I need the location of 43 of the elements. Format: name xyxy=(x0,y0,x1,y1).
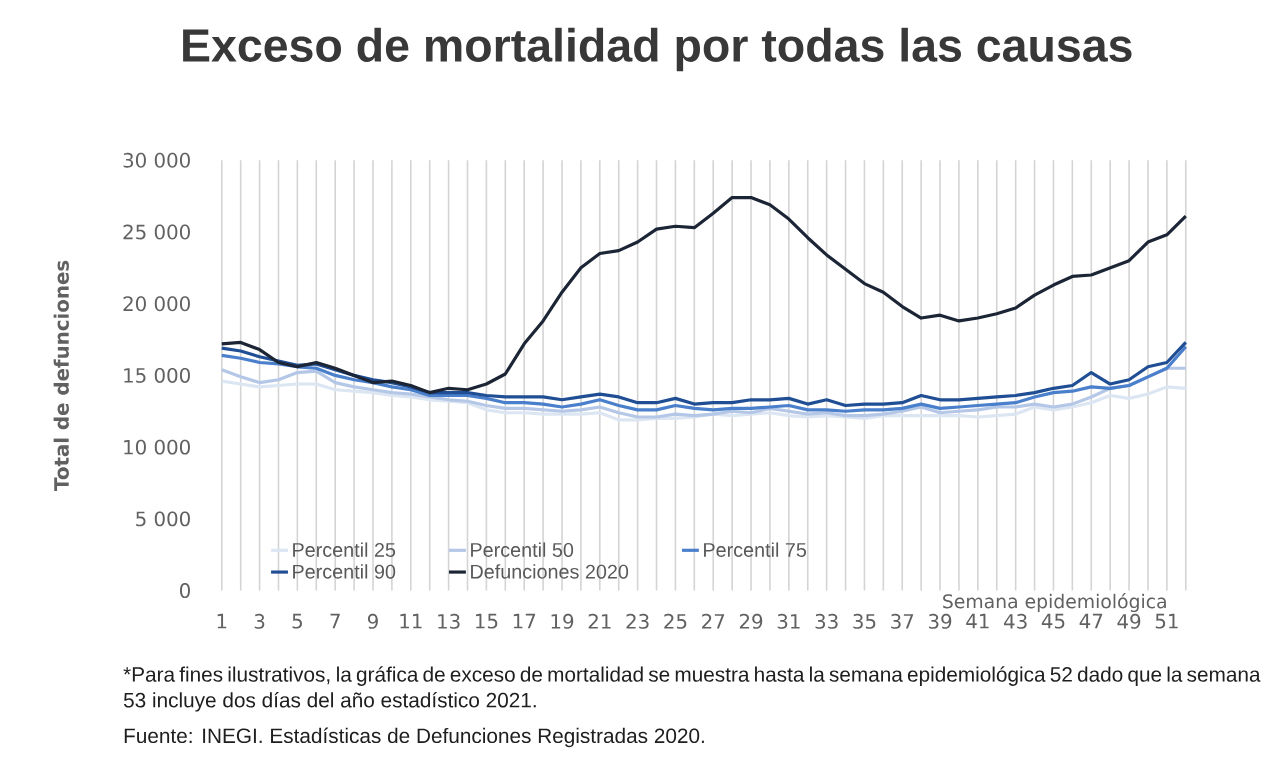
text: *Para fines ilustrativos, la gráfica de exceso de mortalidad se muestra hasta la semana epidemiológica 52 dado que la semana 53 incluye dos días del año estadístico 2021. xyxy=(123,666,1261,712)
x-tick-label: 13 xyxy=(438,614,460,630)
x-tick-label: 45 xyxy=(1041,614,1065,629)
x-tick-label: 31 xyxy=(777,614,800,630)
y-tick-label: 5 000 xyxy=(136,511,190,527)
y-tick-label: 15 000 xyxy=(124,368,190,384)
chart-title: Exceso de mortalidad por todas las causas xyxy=(183,27,1132,72)
legend-label: Percentil 50 xyxy=(471,542,574,558)
x-axis-title: Semana epidemiológica xyxy=(943,593,1166,613)
x-tick-label: 51 xyxy=(1155,614,1178,629)
x-tick-label: 5 xyxy=(292,614,302,629)
x-tick-label: 1 xyxy=(217,614,227,629)
x-tick-label: 19 xyxy=(551,614,574,630)
y-axis-title: Total de defunciones xyxy=(53,260,69,492)
x-tick-label: 7 xyxy=(330,614,340,629)
legend-label: Percentil 75 xyxy=(704,542,807,558)
x-tick-label: 11 xyxy=(400,614,422,629)
x-tick-label: 43 xyxy=(1004,614,1027,630)
y-tick-label: 25 000 xyxy=(123,224,190,240)
x-tick-label: 29 xyxy=(739,614,763,630)
legend-label: Percentil 25 xyxy=(293,542,396,558)
x-tick-label: 23 xyxy=(626,614,649,630)
x-tick-label: 9 xyxy=(367,614,378,630)
x-tick-label: 17 xyxy=(513,614,536,629)
x-tick-label: 47 xyxy=(1079,614,1103,629)
x-tick-label: 3 xyxy=(254,614,265,630)
x-tick-label: 37 xyxy=(891,614,914,630)
x-tick-label: 27 xyxy=(702,614,725,629)
legend-label: Defunciones 2020 xyxy=(471,564,629,579)
x-tick-label: 41 xyxy=(966,614,989,629)
x-tick-label: 33 xyxy=(815,614,838,630)
y-tick-label: 10 000 xyxy=(124,439,190,455)
source-note: Fuente: INEGI. Estadísticas de Defunciones Registradas 2020. xyxy=(124,727,704,748)
x-tick-label: 25 xyxy=(664,614,687,630)
x-tick-label: 35 xyxy=(853,614,876,630)
y-tick-label: 20 000 xyxy=(123,296,190,312)
y-tick-label: 30 000 xyxy=(123,152,190,168)
legend-label: Percentil 90 xyxy=(293,564,396,579)
x-tick-label: 21 xyxy=(588,614,611,629)
x-tick-label: 39 xyxy=(928,614,952,630)
y-tick-label: 0 xyxy=(180,583,190,599)
x-tick-label: 15 xyxy=(475,614,498,629)
x-tick-label: 49 xyxy=(1117,614,1141,630)
